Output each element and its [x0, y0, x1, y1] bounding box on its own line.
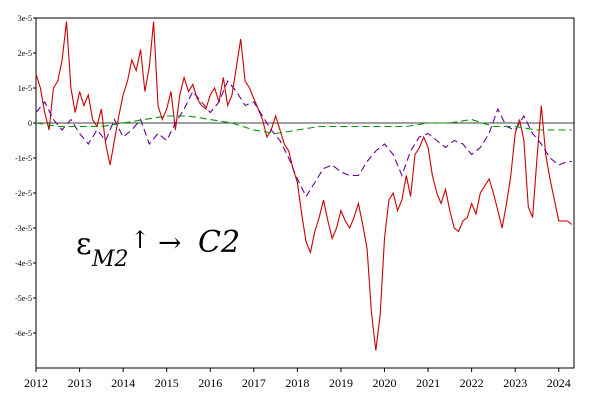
annotation-relation: →	[158, 226, 181, 259]
x-tick-label: 2022	[460, 376, 484, 390]
x-tick-label: 2019	[329, 376, 353, 390]
y-axis: 3e-5 2e-5 1e-5 0 -1e-5 -2e-5 -3e-5 -4e-5 -5e-5 -6…	[15, 14, 36, 338]
x-tick-label: 2018	[285, 376, 309, 390]
series-line-1	[35, 21, 573, 351]
annotation: ε M2 ↑ → C2	[76, 225, 240, 272]
x-tick-label: 2024	[547, 376, 571, 390]
x-tick-label: 2012	[24, 376, 48, 390]
y-tick-label: -6e-5	[15, 329, 32, 338]
y-tick-label: -3e-5	[15, 224, 32, 233]
annotation-arrow: ↑	[130, 226, 150, 254]
x-tick-label: 2020	[373, 376, 397, 390]
plot-area	[35, 17, 575, 369]
series-line-2	[35, 79, 572, 198]
series-line-3	[35, 115, 572, 135]
annotation-target: C2	[198, 225, 240, 260]
annotation-subscript: M2	[91, 247, 129, 272]
y-tick-label: 0	[28, 119, 32, 128]
x-tick-label: 2017	[242, 376, 266, 390]
annotation-epsilon: ε	[76, 227, 92, 262]
y-tick-label: -5e-5	[15, 294, 32, 303]
x-tick-label: 2021	[416, 376, 440, 390]
y-tick-label: 1e-5	[18, 84, 32, 93]
x-axis: 2012 2013 2014 2015 2016 2017 2018 2019 2020 2021…	[24, 368, 571, 390]
y-tick-label: -2e-5	[15, 189, 32, 198]
x-tick-label: 2015	[155, 376, 179, 390]
y-tick-label: -1e-5	[15, 154, 32, 163]
series-layer	[35, 21, 573, 351]
y-tick-label: -4e-5	[15, 259, 32, 268]
x-tick-label: 2023	[503, 376, 527, 390]
x-tick-label: 2013	[68, 376, 92, 390]
y-tick-label: 3e-5	[18, 14, 32, 23]
x-tick-label: 2014	[111, 376, 135, 390]
y-tick-label: 2e-5	[18, 49, 32, 58]
x-tick-label: 2016	[198, 376, 222, 390]
